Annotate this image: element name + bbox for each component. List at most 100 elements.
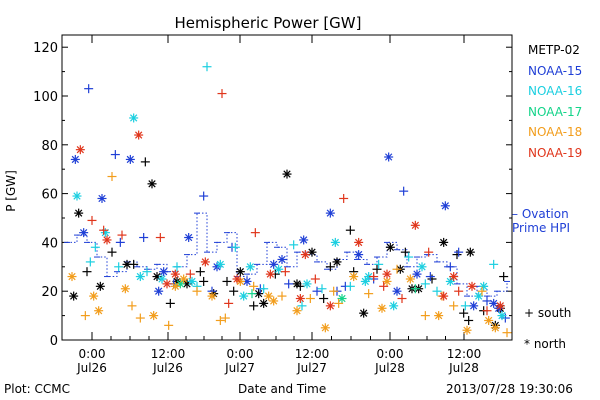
data-point — [449, 272, 459, 282]
data-point — [85, 257, 95, 267]
data-point — [477, 286, 487, 296]
data-point — [269, 259, 279, 269]
data-point — [247, 289, 257, 299]
x-tick-label-time: 12:00 — [447, 347, 482, 361]
data-point-d2 — [301, 250, 309, 259]
data-point-d2 — [153, 272, 161, 281]
data-point — [120, 284, 130, 294]
legend-ovation-line2: Prime HPI — [512, 221, 570, 235]
data-point — [354, 237, 364, 247]
data-point-d2 — [98, 194, 106, 203]
data-point-d2 — [236, 277, 244, 286]
x-tick-label-date: Jul26 — [152, 361, 183, 375]
data-point-d2 — [130, 114, 138, 122]
data-point-d2 — [326, 302, 334, 310]
data-point — [397, 294, 407, 304]
data-point — [245, 262, 255, 272]
data-point — [215, 259, 225, 269]
data-point-d2 — [355, 250, 363, 259]
data-point — [259, 298, 269, 308]
data-point — [127, 301, 137, 311]
data-point — [95, 281, 105, 291]
data-point-d2 — [80, 228, 88, 237]
data-point — [80, 311, 90, 321]
data-point — [229, 286, 239, 296]
data-point-d2 — [468, 282, 476, 290]
legend-ovation-line1: – Ovation — [512, 207, 569, 221]
plot-axes: 0204060801001200:00Jul2612:00Jul260:00Ju… — [33, 34, 513, 375]
data-point-d2 — [208, 292, 216, 300]
y-tick-label: 80 — [41, 139, 58, 154]
data-point-d2 — [293, 307, 301, 315]
data-point — [217, 89, 227, 99]
data-point — [392, 264, 402, 274]
legend-north: * north — [524, 337, 567, 351]
data-point — [162, 279, 172, 289]
data-point — [325, 208, 335, 218]
data-point-d2 — [246, 263, 254, 271]
data-point-d2 — [270, 260, 278, 269]
y-tick-label: 100 — [33, 90, 58, 105]
data-point-d2 — [185, 233, 193, 242]
data-point — [292, 306, 302, 316]
data-point — [69, 291, 79, 301]
data-point-d2 — [308, 248, 316, 256]
data-point — [82, 267, 92, 277]
data-point — [277, 291, 287, 301]
data-point — [100, 228, 110, 238]
data-point — [164, 320, 174, 330]
data-point-d2 — [498, 311, 506, 320]
data-point-d2 — [121, 285, 129, 293]
data-point — [300, 250, 310, 260]
data-point — [170, 281, 180, 291]
data-point — [454, 247, 464, 257]
data-point-d2 — [390, 302, 398, 310]
data-point-d2 — [240, 292, 248, 300]
data-point — [232, 274, 242, 284]
data-point-d2 — [385, 153, 393, 161]
data-point-d2 — [383, 277, 391, 286]
data-point — [310, 274, 320, 284]
data-point — [432, 286, 442, 296]
data-point-d2 — [216, 260, 224, 269]
data-point — [449, 301, 459, 311]
data-point — [372, 264, 382, 274]
data-point — [482, 306, 492, 316]
data-point-d2 — [490, 299, 498, 308]
data-point — [345, 225, 355, 235]
data-point — [239, 291, 249, 301]
data-point-d2 — [76, 146, 84, 154]
data-point — [280, 267, 290, 277]
data-point-d2 — [171, 270, 179, 278]
data-point — [452, 250, 462, 260]
data-point — [425, 272, 435, 282]
data-point — [412, 269, 422, 279]
data-point — [125, 154, 135, 164]
data-point — [332, 257, 342, 267]
data-point-d2 — [440, 238, 448, 247]
data-point — [224, 298, 234, 308]
legend-ovation-prime: – Ovation Prime HPI — [512, 207, 570, 235]
data-point-d2 — [296, 294, 304, 303]
data-point-d2 — [260, 299, 268, 308]
legend-item-noaa-18: NOAA-18 — [528, 125, 583, 139]
data-point — [265, 269, 275, 279]
data-point-d2 — [485, 316, 493, 325]
y-tick-label: 60 — [41, 188, 58, 203]
data-point-d2 — [386, 243, 394, 251]
data-point — [467, 281, 477, 291]
data-point — [284, 279, 294, 289]
data-point-d2 — [96, 282, 104, 290]
data-point-d2 — [441, 202, 449, 210]
data-point-d2 — [360, 309, 368, 317]
data-point — [464, 315, 474, 325]
data-point-d2 — [378, 304, 386, 312]
hemisphere-markers-legend: + south * north — [524, 298, 571, 360]
data-point — [292, 279, 302, 289]
data-point — [72, 191, 82, 201]
data-point — [307, 247, 317, 257]
data-point — [439, 291, 449, 301]
legend-item-noaa-19: NOAA-19 — [528, 145, 583, 160]
data-point — [302, 279, 312, 289]
data-point — [410, 284, 420, 294]
